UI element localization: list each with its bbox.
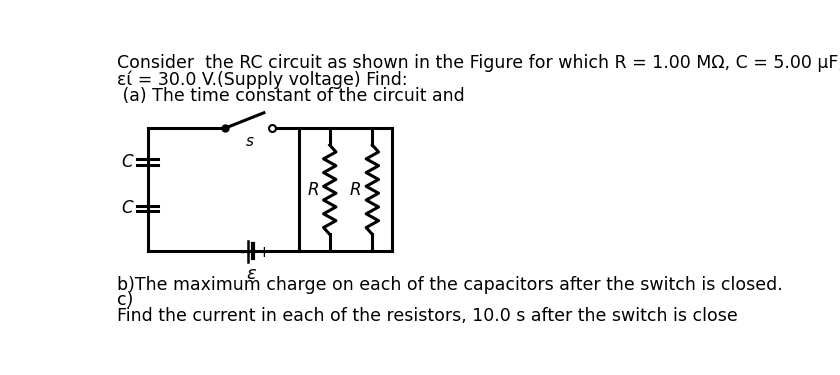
Text: C: C — [121, 153, 133, 171]
Text: Consider  the RC circuit as shown in the Figure for which R = 1.00 MΩ, C = 5.00 : Consider the RC circuit as shown in the … — [117, 54, 840, 72]
Text: R: R — [350, 181, 361, 199]
Text: εί = 30.0 V.(Supply voltage) Find:: εί = 30.0 V.(Supply voltage) Find: — [117, 70, 407, 89]
Text: C: C — [121, 199, 133, 217]
Text: Find the current in each of the resistors, 10.0 s after the switch is close: Find the current in each of the resistor… — [117, 307, 738, 325]
Text: s: s — [246, 134, 254, 149]
Text: R: R — [307, 181, 319, 199]
Text: ε: ε — [246, 265, 255, 283]
Text: c): c) — [117, 291, 133, 309]
Text: +: + — [257, 244, 270, 260]
Text: (a) The time constant of the circuit and: (a) The time constant of the circuit and — [117, 87, 465, 105]
Text: b)The maximum charge on each of the capacitors after the switch is closed.: b)The maximum charge on each of the capa… — [117, 276, 782, 294]
Text: -: - — [239, 244, 244, 260]
